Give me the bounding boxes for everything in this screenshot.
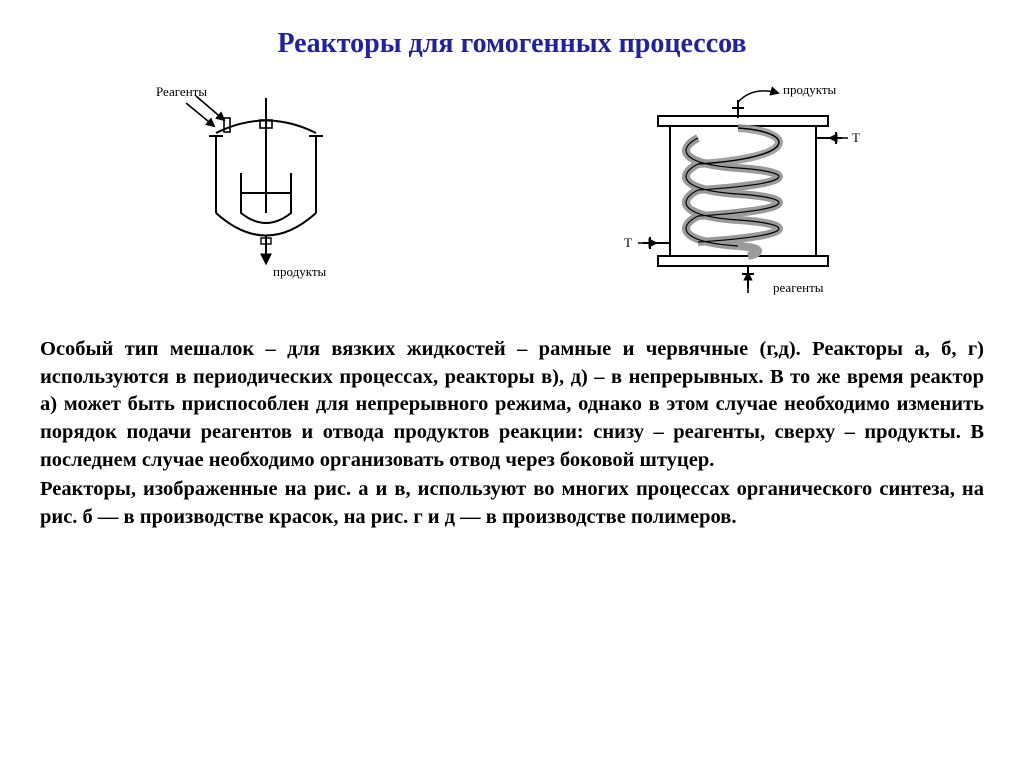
page-title: Реакторы для гомогенных процессов <box>40 28 984 60</box>
diagram-row: Реагенты проду <box>40 78 984 308</box>
label-T-bottom: Т <box>624 235 632 250</box>
diagram-stirred-reactor: Реагенты проду <box>146 78 386 298</box>
paragraph-2: Реакторы, изображенные на рис. а и в, ис… <box>40 476 984 531</box>
label-reagents-right: реагенты <box>773 280 824 295</box>
label-reagents-left: Реагенты <box>156 84 207 99</box>
label-products-right: продукты <box>783 82 837 97</box>
coil-icon <box>686 128 779 256</box>
label-T-top: Т <box>852 130 860 145</box>
diagram-coil-reactor: продукты Т Т <box>598 78 878 308</box>
paragraph-1: Особый тип мешалок – для вязких жидкосте… <box>40 336 984 474</box>
label-products-left: продукты <box>273 264 327 279</box>
body-text: Особый тип мешалок – для вязких жидкосте… <box>40 336 984 532</box>
